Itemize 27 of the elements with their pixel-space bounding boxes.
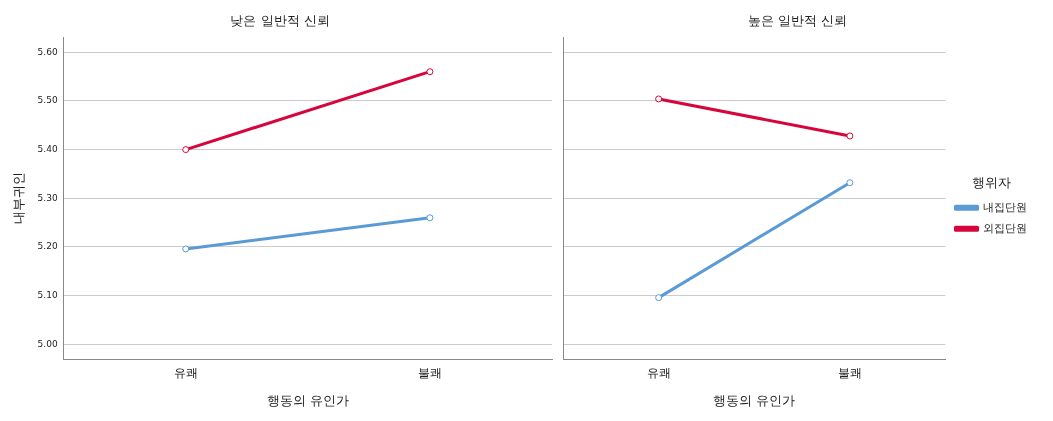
x-tick-label: 불쾌	[837, 366, 862, 381]
point	[182, 146, 190, 154]
point	[846, 132, 854, 140]
point	[426, 68, 434, 76]
x-tick-label: 유쾌	[646, 366, 671, 381]
legend-title: 행위자	[971, 174, 1011, 190]
y-tick-label: 5.60	[37, 46, 58, 57]
y-tick-label: 5.00	[37, 338, 58, 349]
point	[655, 294, 663, 302]
legend-label: 내집단원	[983, 200, 1027, 214]
x-axis-title: 행동의 유인가	[266, 392, 349, 408]
y-tick-label: 5.50	[37, 95, 58, 106]
point	[846, 179, 854, 187]
legend-label: 외집단원	[983, 221, 1027, 235]
point	[426, 214, 434, 222]
y-tick-label: 5.10	[37, 290, 58, 301]
point	[655, 95, 663, 103]
chart-title: 높은 일반적 신뢰	[747, 13, 848, 29]
x-tick-label: 불쾌	[417, 366, 442, 381]
y-tick-label: 5.40	[37, 143, 58, 154]
x-axis-title: 행동의 유인가	[713, 392, 796, 408]
chart-title: 낮은 일반적 신뢰	[230, 13, 330, 29]
point	[182, 245, 190, 253]
x-tick-label: 유쾌	[173, 366, 198, 381]
y-tick-label: 5.20	[37, 241, 58, 252]
y-tick-label: 5.30	[37, 192, 58, 203]
y-axis-title: 내부귀인	[11, 172, 27, 225]
